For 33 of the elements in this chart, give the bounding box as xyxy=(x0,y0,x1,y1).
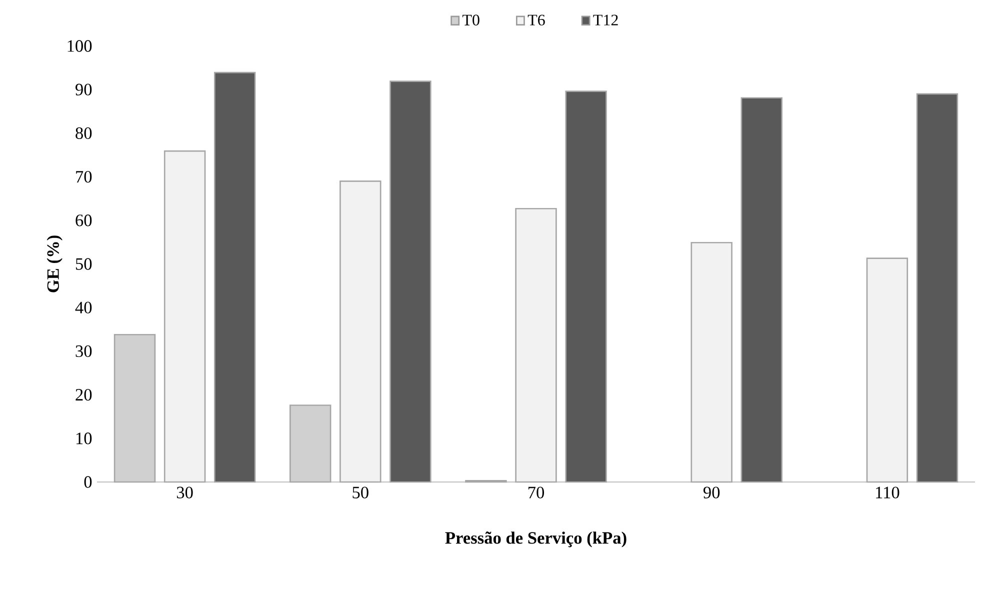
x-axis-title: Pressão de Serviço (kPa) xyxy=(445,532,626,548)
bar xyxy=(289,404,332,483)
bar xyxy=(114,334,156,483)
x-tick-label: 90 xyxy=(703,486,720,498)
bar xyxy=(515,208,557,483)
y-tick-label: 40 xyxy=(75,302,92,314)
y-tick-label: 70 xyxy=(76,170,92,183)
x-tick-label: 50 xyxy=(352,486,368,498)
x-tick-label: 70 xyxy=(528,486,544,498)
y-tick-label: 30 xyxy=(76,345,92,358)
legend-label: T6 xyxy=(528,14,545,26)
bar xyxy=(340,180,382,483)
bar xyxy=(740,97,782,483)
bar xyxy=(164,150,206,483)
x-tick-label: 30 xyxy=(176,486,193,498)
y-tick-label: 60 xyxy=(76,214,92,226)
y-tick-label: 10 xyxy=(76,432,92,444)
legend-label: T12 xyxy=(593,14,618,26)
bar xyxy=(390,80,432,483)
y-tick-label: 20 xyxy=(76,388,92,401)
y-tick-label: 100 xyxy=(68,40,92,52)
y-tick-label: 80 xyxy=(76,127,92,140)
y-tick-label: 0 xyxy=(84,476,92,488)
y-axis-title: GE (%) xyxy=(46,236,62,292)
x-tick-label: 110 xyxy=(876,486,900,498)
legend-label: T0 xyxy=(462,14,480,26)
bar xyxy=(866,258,908,483)
bar xyxy=(214,72,256,483)
y-tick-label: 90 xyxy=(76,84,92,96)
bar xyxy=(565,90,607,483)
bar xyxy=(690,242,732,483)
bar xyxy=(916,93,958,483)
y-tick-label: 50 xyxy=(76,258,92,270)
